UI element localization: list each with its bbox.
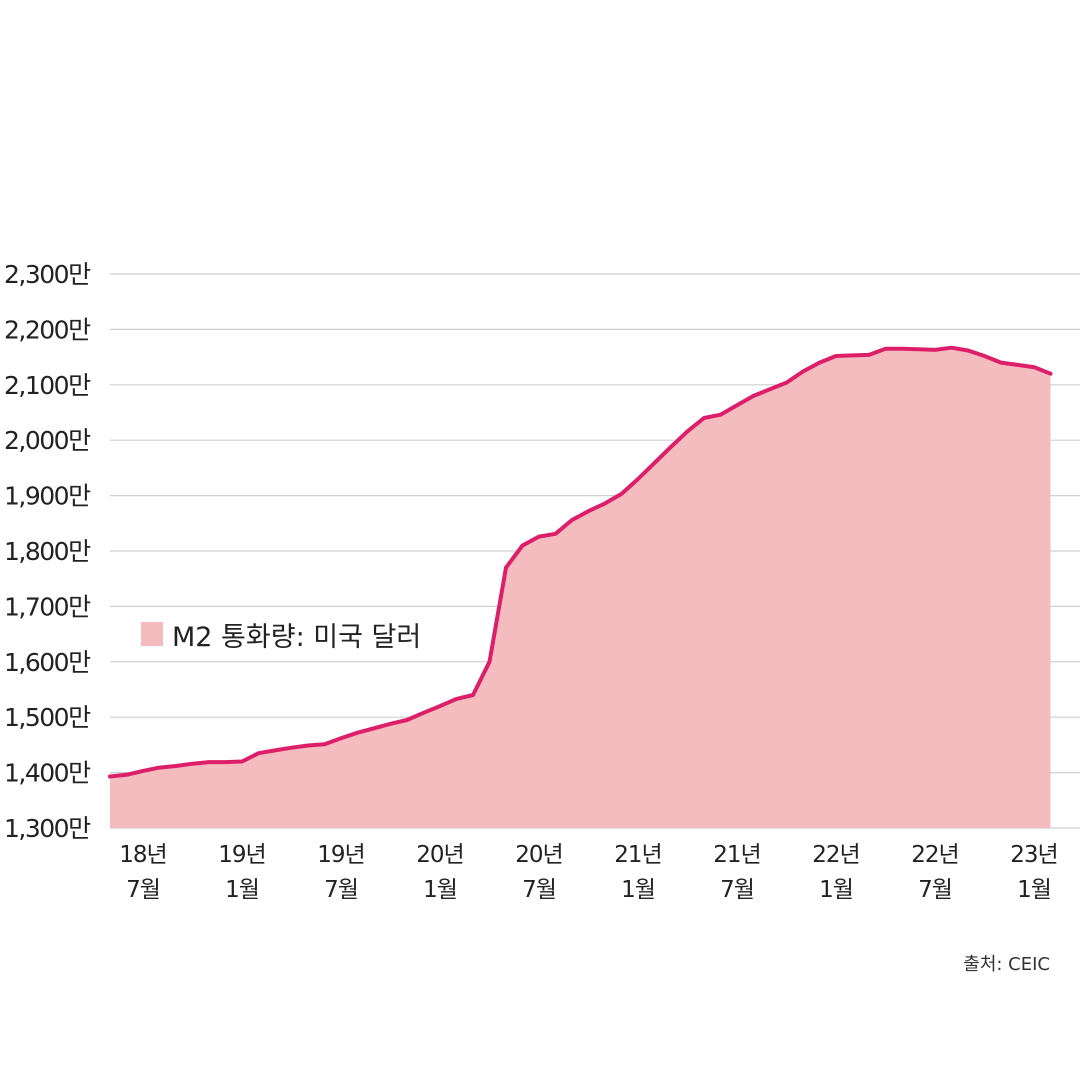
y-tick-label: 1,400만 bbox=[4, 759, 91, 788]
x-tick-label-year: 19년 bbox=[218, 842, 265, 868]
x-tick-label-year: 22년 bbox=[911, 842, 958, 868]
y-tick-label: 1,800만 bbox=[4, 537, 91, 566]
x-tick-label-month: 1월 bbox=[423, 877, 457, 903]
x-tick-label-month: 1월 bbox=[1017, 877, 1051, 903]
x-tick-label-year: 21년 bbox=[614, 842, 661, 868]
legend: M2 통화량: 미국 달러 bbox=[141, 622, 421, 653]
x-tick-label-month: 1월 bbox=[225, 877, 259, 903]
series-line bbox=[108, 345, 1053, 779]
source-label: 출처: CEIC bbox=[963, 954, 1050, 975]
y-tick-label: 1,900만 bbox=[4, 482, 91, 511]
y-tick-label: 1,300만 bbox=[4, 814, 91, 843]
plot-area bbox=[108, 345, 1053, 828]
y-tick-label: 2,200만 bbox=[4, 315, 91, 344]
x-tick-label-month: 1월 bbox=[819, 877, 853, 903]
y-tick-label: 2,300만 bbox=[4, 260, 91, 289]
x-tick-label-year: 23년 bbox=[1010, 842, 1057, 868]
x-tick-label-month: 7월 bbox=[324, 877, 358, 903]
y-tick-label: 2,000만 bbox=[4, 426, 91, 455]
x-tick-label-year: 22년 bbox=[812, 842, 859, 868]
legend-swatch bbox=[141, 622, 163, 646]
area-fill bbox=[110, 347, 1051, 828]
legend-label: M2 통화량: 미국 달러 bbox=[172, 622, 421, 653]
x-tick-label-month: 7월 bbox=[720, 877, 754, 903]
y-axis: 1,300만 1,400만 1,500만 1,600만 1,700만 1,800만 1,90… bbox=[4, 260, 93, 843]
x-tick-label-month: 7월 bbox=[918, 877, 952, 903]
x-tick-label-month: 7월 bbox=[522, 877, 556, 903]
y-tick-label: 1,600만 bbox=[4, 648, 91, 677]
x-tick-label-year: 19년 bbox=[317, 842, 364, 868]
x-tick-label-year: 21년 bbox=[713, 842, 760, 868]
x-axis: 18년 7월 19년 1월 19년 7월 20년 1월 20년 7월 21년 1월 21년 7월 22년 1월… bbox=[119, 842, 1058, 903]
y-tick-label: 2,100만 bbox=[4, 371, 91, 400]
x-tick-label-month: 1월 bbox=[621, 877, 655, 903]
y-tick-label: 1,700만 bbox=[4, 592, 91, 621]
x-tick-label-year: 20년 bbox=[515, 842, 562, 868]
x-tick-label-month: 7월 bbox=[126, 877, 160, 903]
y-tick-label: 1,500만 bbox=[4, 703, 91, 732]
x-tick-label-year: 20년 bbox=[416, 842, 463, 868]
x-tick-label-year: 18년 bbox=[119, 842, 166, 868]
